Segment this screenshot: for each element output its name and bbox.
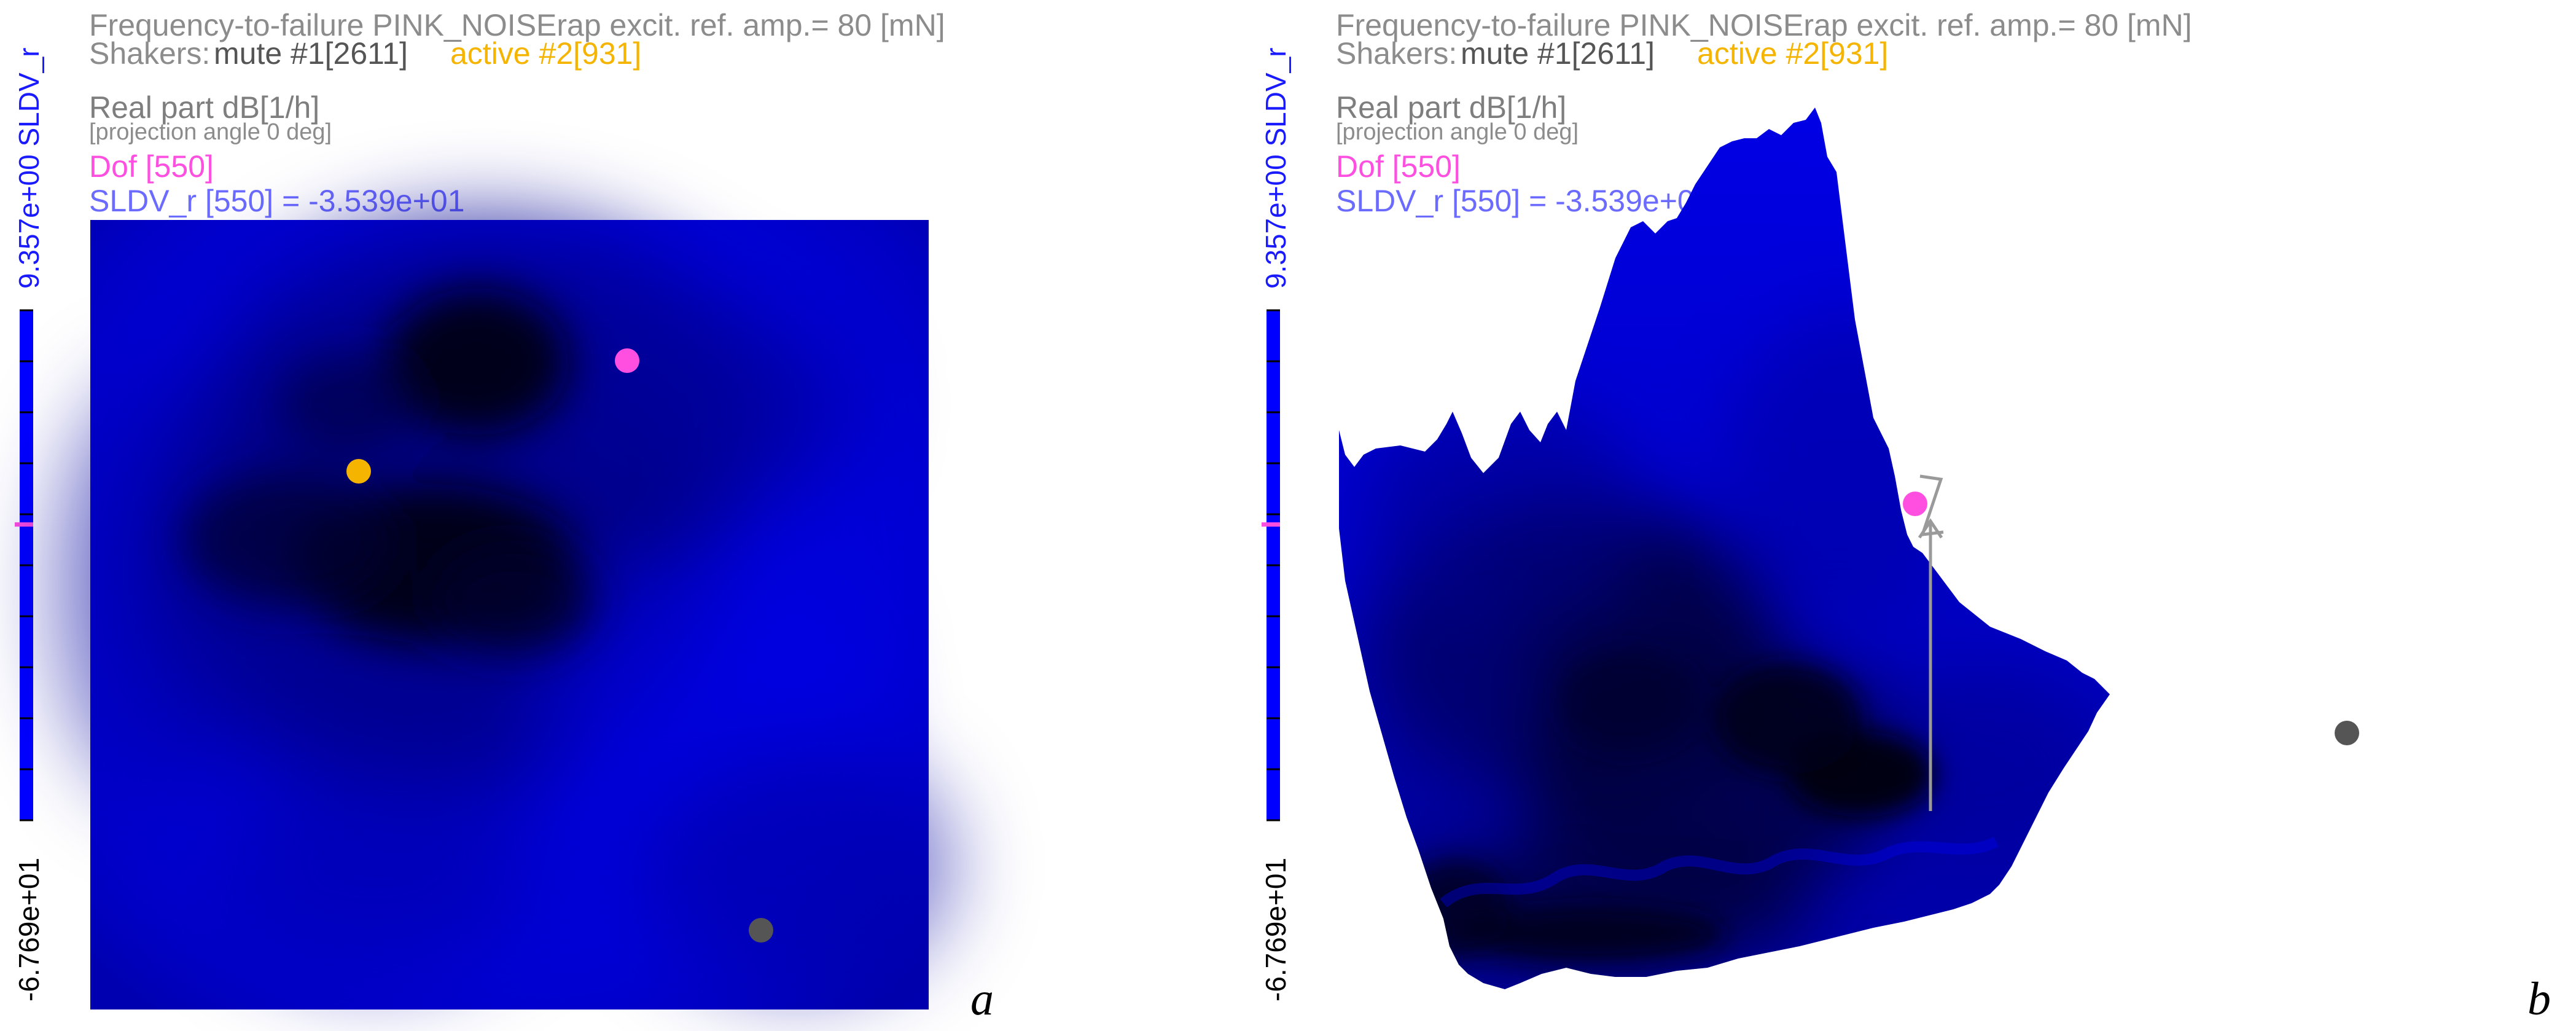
colorbar [1262,309,1280,821]
dof-label: Dof [550] [89,149,214,184]
shaker-mute-label: mute #1[2611] [214,36,408,71]
shaker-active-label: active #2[931] [450,36,642,71]
dof-550-marker [1903,492,1927,516]
projection-label: [projection angle 0 deg] [1336,119,1579,145]
mute-shaker-2611-marker [2335,721,2359,745]
map-edge-shade [90,220,929,1009]
dof-550-marker [615,348,639,373]
quantity-label: Real part dB[1/h] [1336,90,1567,125]
z-axis-arrow [1918,474,1944,811]
shakers-label: Shakers: [1336,36,1458,71]
panel-letter: a [970,973,994,1025]
surface-body [1339,108,2110,989]
panel-b: 9.357e+00 SLDV_r -6.769e+01 Frequency-to… [1247,0,2576,1031]
colorbar-ticks [20,309,33,821]
colorbar-min-label: -6.769e+01 [13,857,45,1002]
quantity-label: Real part dB[1/h] [89,90,320,125]
plot-title: Frequency-to-failure PINK_NOISErap excit… [1336,8,2192,42]
surface-pit [1400,651,1935,962]
projection-map [53,220,950,1009]
plot-title: Frequency-to-failure PINK_NOISErap excit… [89,8,945,42]
dof-label: Dof [550] [1336,149,1461,184]
surface-ripple [1440,836,1999,908]
projection-label: [projection angle 0 deg] [89,119,332,145]
mute-shaker-2611-marker [749,918,773,943]
sldv-value-label: SLDV_r [550] = -3.539e+01 [1336,184,1712,218]
surface-3d [1339,108,2359,989]
shaker-mute-label: mute #1[2611] [1461,36,1655,71]
active-shaker-931-marker [346,459,371,484]
shaker-active-label: active #2[931] [1697,36,1889,71]
sldv-value-label: SLDV_r [550] = -3.539e+01 [89,184,465,218]
panel-letter: b [2527,973,2551,1025]
colorbar [15,309,33,821]
colorbar-ticks [1267,309,1280,821]
shakers-label: Shakers: [89,36,211,71]
colorbar-max-label: 9.357e+00 SLDV_r [13,47,45,289]
panel-a: 9.357e+00 SLDV_r -6.769e+01 Frequency-to… [13,8,994,1025]
